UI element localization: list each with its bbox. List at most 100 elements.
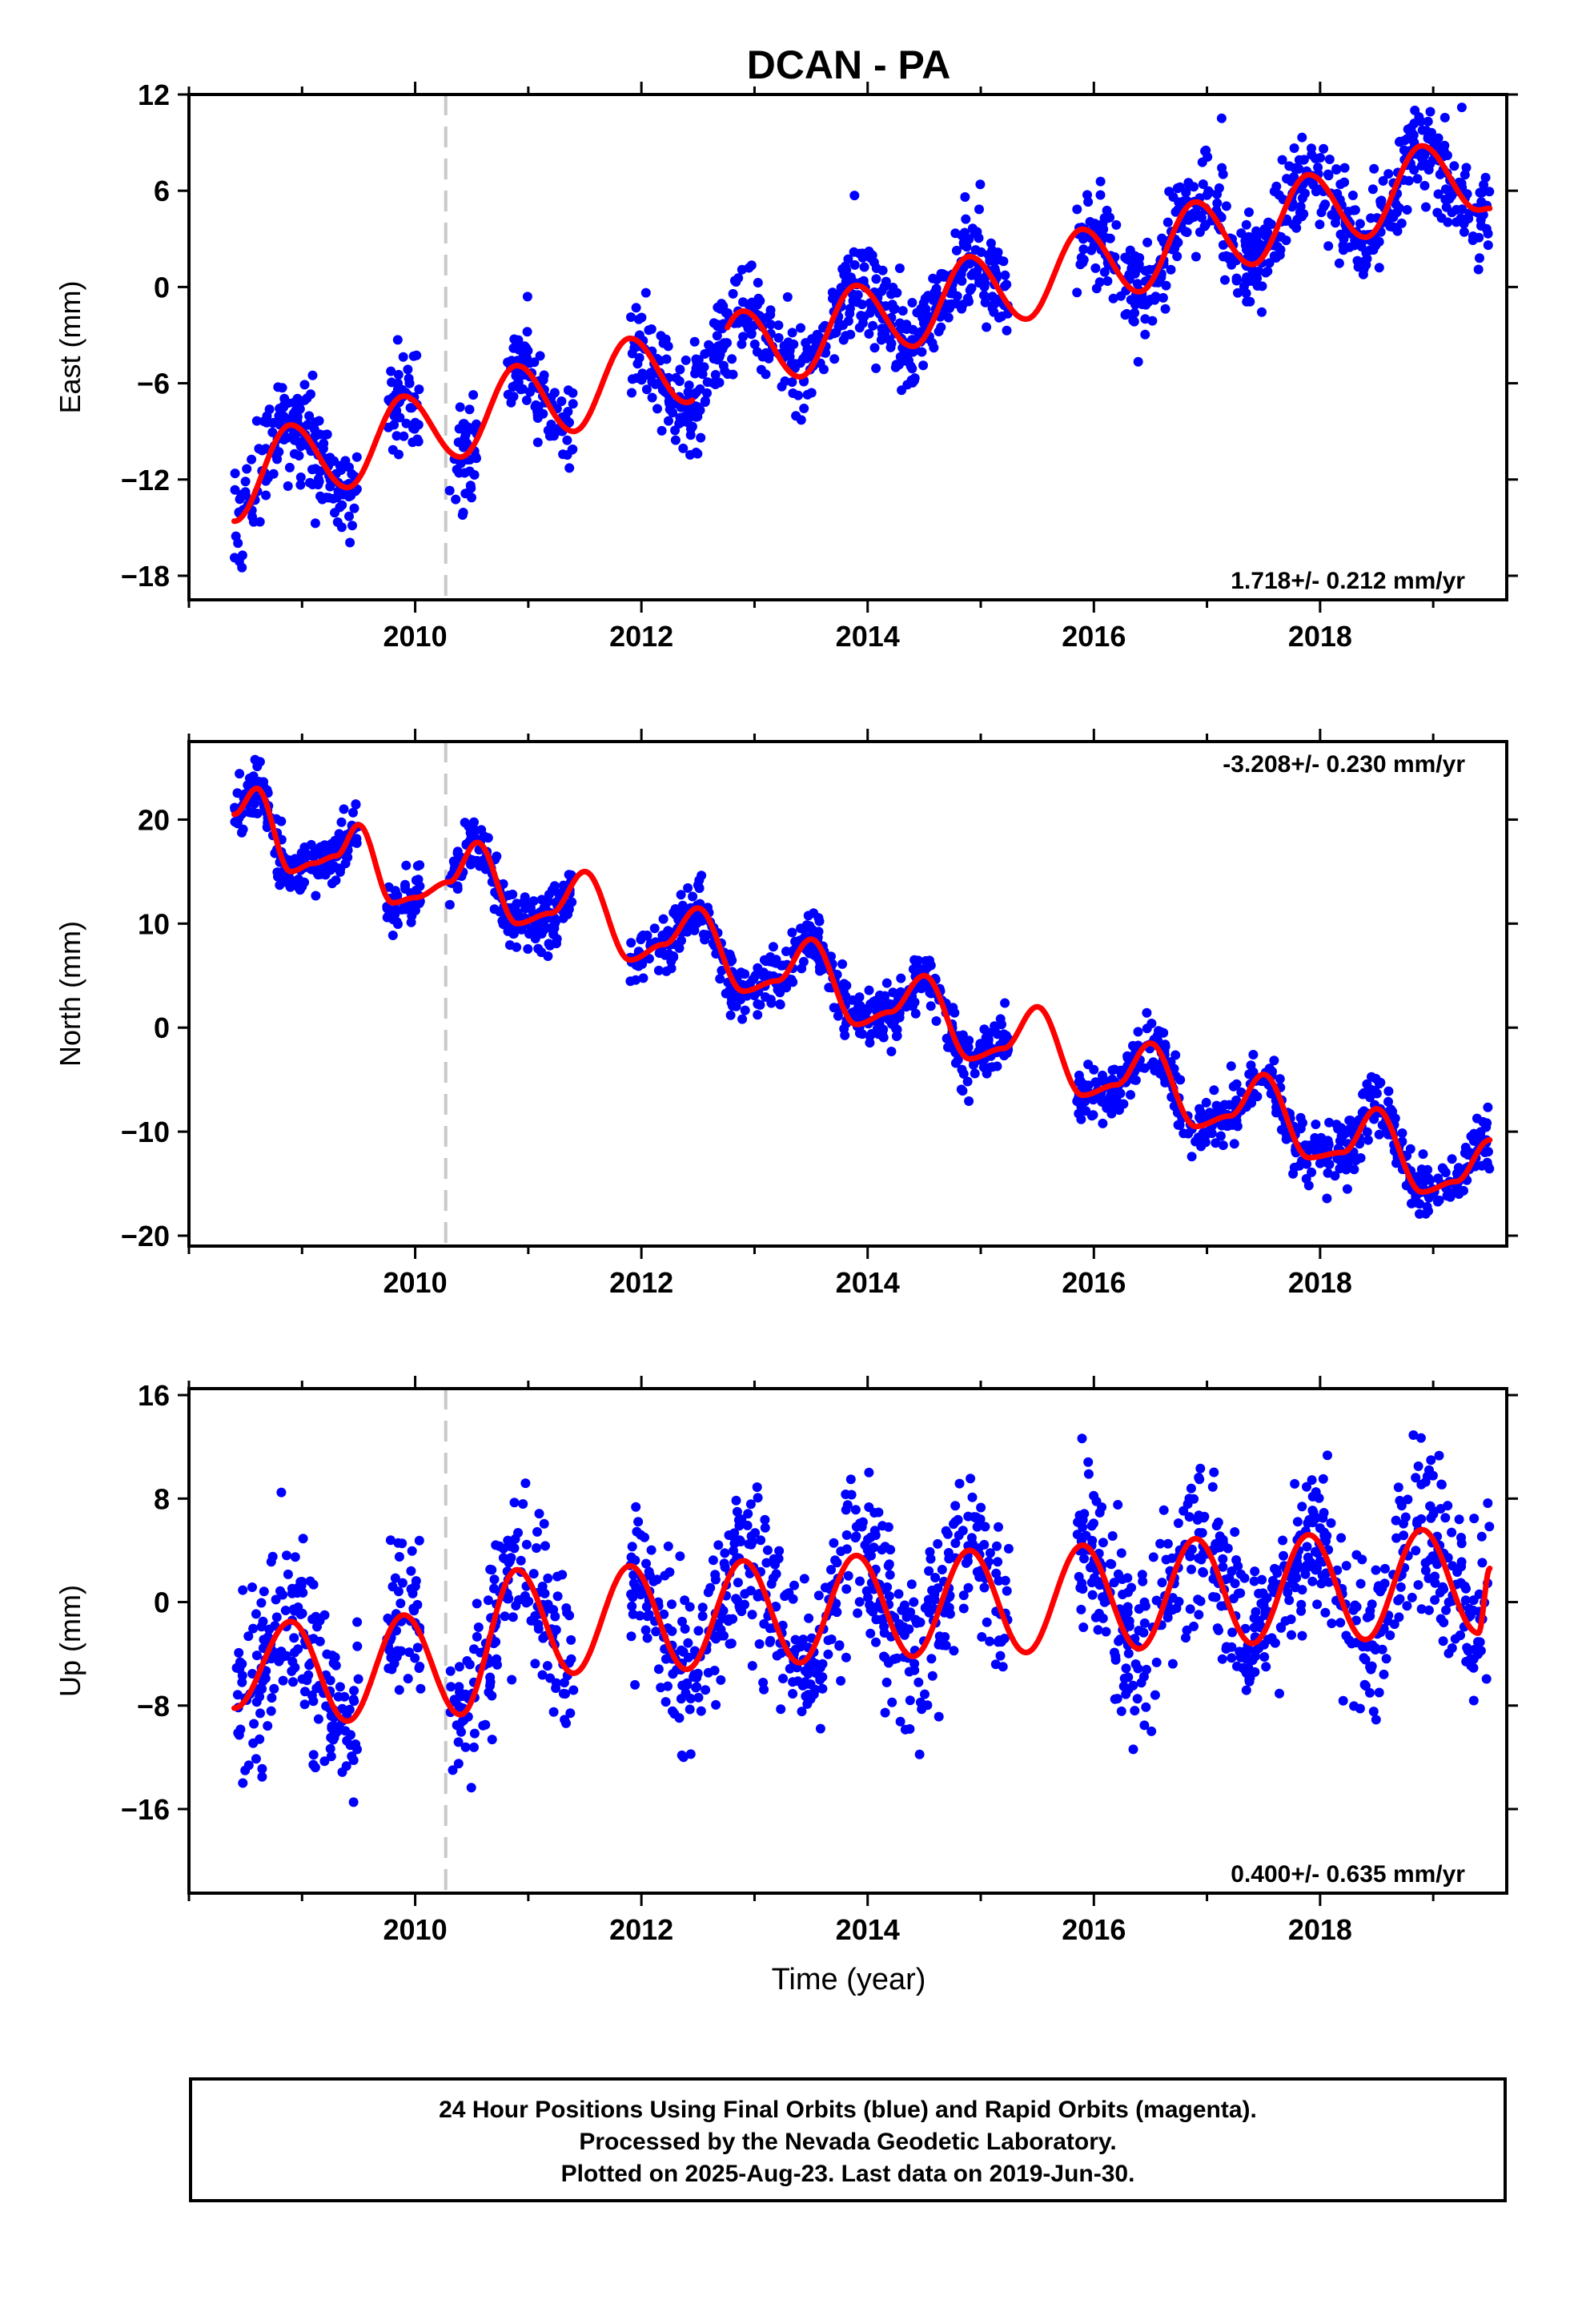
data-point — [351, 452, 362, 462]
data-point — [414, 899, 424, 908]
data-point — [1076, 1114, 1086, 1124]
x-axis-label: Time (year) — [772, 1963, 926, 1996]
data-point — [696, 1706, 706, 1716]
data-point — [649, 923, 660, 934]
data-point — [715, 974, 725, 984]
data-point — [568, 388, 578, 398]
data-point — [1394, 1612, 1404, 1622]
data-point — [303, 850, 313, 861]
data-point — [492, 851, 502, 862]
data-point — [1410, 105, 1420, 115]
data-point — [257, 1771, 267, 1782]
data-point — [344, 511, 354, 521]
data-point — [1301, 1174, 1311, 1184]
data-point — [1232, 1121, 1243, 1132]
data-point — [565, 1708, 576, 1719]
data-point — [1231, 1096, 1242, 1105]
data-point — [868, 320, 878, 331]
data-point — [950, 1517, 961, 1527]
data-point — [448, 1765, 458, 1775]
data-point — [1385, 1630, 1395, 1640]
data-point — [700, 397, 710, 408]
data-point — [1256, 1598, 1267, 1609]
data-point — [1204, 1108, 1215, 1118]
data-point — [1411, 1473, 1421, 1483]
data-point — [970, 1068, 980, 1079]
data-point — [1323, 1136, 1333, 1146]
data-point — [449, 1695, 460, 1705]
data-point — [292, 393, 303, 404]
data-point — [625, 976, 636, 987]
data-point — [1447, 1561, 1458, 1571]
data-point — [530, 1659, 540, 1669]
data-point — [498, 1543, 508, 1554]
data-point — [887, 1697, 897, 1707]
data-point — [1333, 1124, 1343, 1134]
data-point — [1468, 1605, 1479, 1615]
data-point — [733, 1578, 743, 1588]
data-point — [1140, 314, 1150, 324]
data-point — [926, 988, 936, 999]
data-point — [1457, 204, 1468, 215]
data-point — [348, 1797, 359, 1807]
data-point — [982, 1617, 992, 1627]
data-point — [1209, 1085, 1219, 1096]
data-point — [1113, 1500, 1123, 1510]
data-point — [315, 466, 326, 476]
data-point — [685, 1704, 695, 1715]
data-point — [304, 1660, 315, 1671]
data-point — [1133, 1027, 1143, 1037]
data-point — [289, 448, 299, 459]
data-point — [865, 1038, 875, 1048]
data-point — [809, 1686, 820, 1696]
data-point — [307, 464, 317, 475]
data-point — [931, 1016, 942, 1026]
data-point — [1375, 1077, 1386, 1088]
data-point — [800, 923, 810, 934]
data-point — [829, 1003, 839, 1013]
data-point — [676, 417, 686, 428]
data-point — [1264, 258, 1275, 268]
data-point — [1257, 281, 1267, 292]
data-point — [1243, 1645, 1254, 1655]
data-point — [1122, 308, 1132, 319]
data-point — [299, 1699, 310, 1710]
data-point — [907, 298, 917, 308]
data-point — [1243, 233, 1254, 243]
data-point — [1000, 1575, 1010, 1586]
data-point — [1296, 1606, 1307, 1616]
data-point — [1212, 1623, 1223, 1634]
data-point — [404, 1647, 415, 1658]
data-point — [238, 1778, 248, 1788]
data-point — [768, 942, 778, 952]
data-point — [731, 277, 741, 287]
data-point — [716, 1675, 726, 1685]
data-point — [295, 404, 305, 414]
data-point — [315, 869, 326, 879]
data-point — [295, 480, 306, 490]
data-point — [240, 1765, 251, 1775]
data-point — [759, 955, 769, 965]
data-point — [938, 271, 949, 282]
x-tick-label: 2014 — [836, 1913, 900, 1946]
data-point — [922, 1601, 933, 1611]
data-point — [1275, 1688, 1284, 1699]
data-point — [817, 964, 827, 975]
data-point — [347, 468, 357, 479]
data-point — [234, 1730, 244, 1740]
data-point — [1072, 287, 1082, 298]
data-point — [254, 1686, 264, 1696]
data-point — [958, 1069, 969, 1079]
data-point — [1244, 207, 1254, 217]
data-point — [960, 192, 970, 202]
data-point — [979, 1582, 990, 1593]
data-point — [387, 931, 398, 940]
data-point — [238, 1585, 248, 1595]
data-point — [556, 396, 567, 406]
data-point — [251, 416, 262, 426]
data-point — [348, 1755, 359, 1765]
data-point — [1330, 1171, 1340, 1181]
data-point — [905, 1607, 916, 1618]
data-point — [259, 1586, 269, 1597]
data-point — [980, 1522, 990, 1532]
